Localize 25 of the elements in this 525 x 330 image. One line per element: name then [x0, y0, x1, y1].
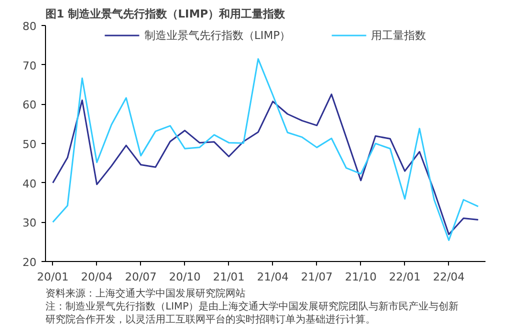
y-tick-label: 50 — [22, 138, 37, 151]
line-series — [52, 58, 479, 242]
y-tick-label: 80 — [22, 20, 37, 33]
chart-title: 图1 制造业景气先行指数（LIMP）和用工量指数 — [46, 8, 286, 20]
x-tick-label: 21/10 — [344, 270, 377, 284]
y-tick-label: 70 — [22, 59, 37, 72]
text: 资料来源：上海交通大学中国发展研究院网站 — [46, 288, 246, 300]
x-tick-label: 22/04 — [432, 270, 465, 284]
y-tick-label: 40 — [22, 177, 37, 190]
y-tick-label: 20 — [22, 256, 37, 269]
x-tick-label: 20/04 — [80, 270, 113, 284]
text: 注：制造业景气先行指数（LIMP）是由上海交通大学中国发展研究院团队与新市民产业与创新 — [46, 300, 459, 312]
x-tick-label: 22/01 — [388, 270, 421, 284]
legend-label: 用工量指数 — [370, 28, 426, 42]
y-tick-label: 30 — [22, 216, 37, 230]
x-tick-label: 21/07 — [300, 270, 333, 284]
x-tick-label: 20/07 — [124, 270, 157, 284]
x-tick-label: 20/01 — [36, 270, 69, 284]
line-series — [52, 94, 479, 236]
x-tick-label: 21/01 — [212, 270, 245, 284]
x-tick-label: 21/04 — [256, 270, 289, 284]
x-tick-label: 20/10 — [168, 270, 201, 284]
y-tick-label: 60 — [22, 98, 37, 112]
text: 研究院合作开发，以灵活用工互联网平台的实时招聘订单为基础进行计算。 — [46, 314, 376, 326]
legend-label: 制造业景气先行指数（LIMP） — [144, 28, 291, 42]
